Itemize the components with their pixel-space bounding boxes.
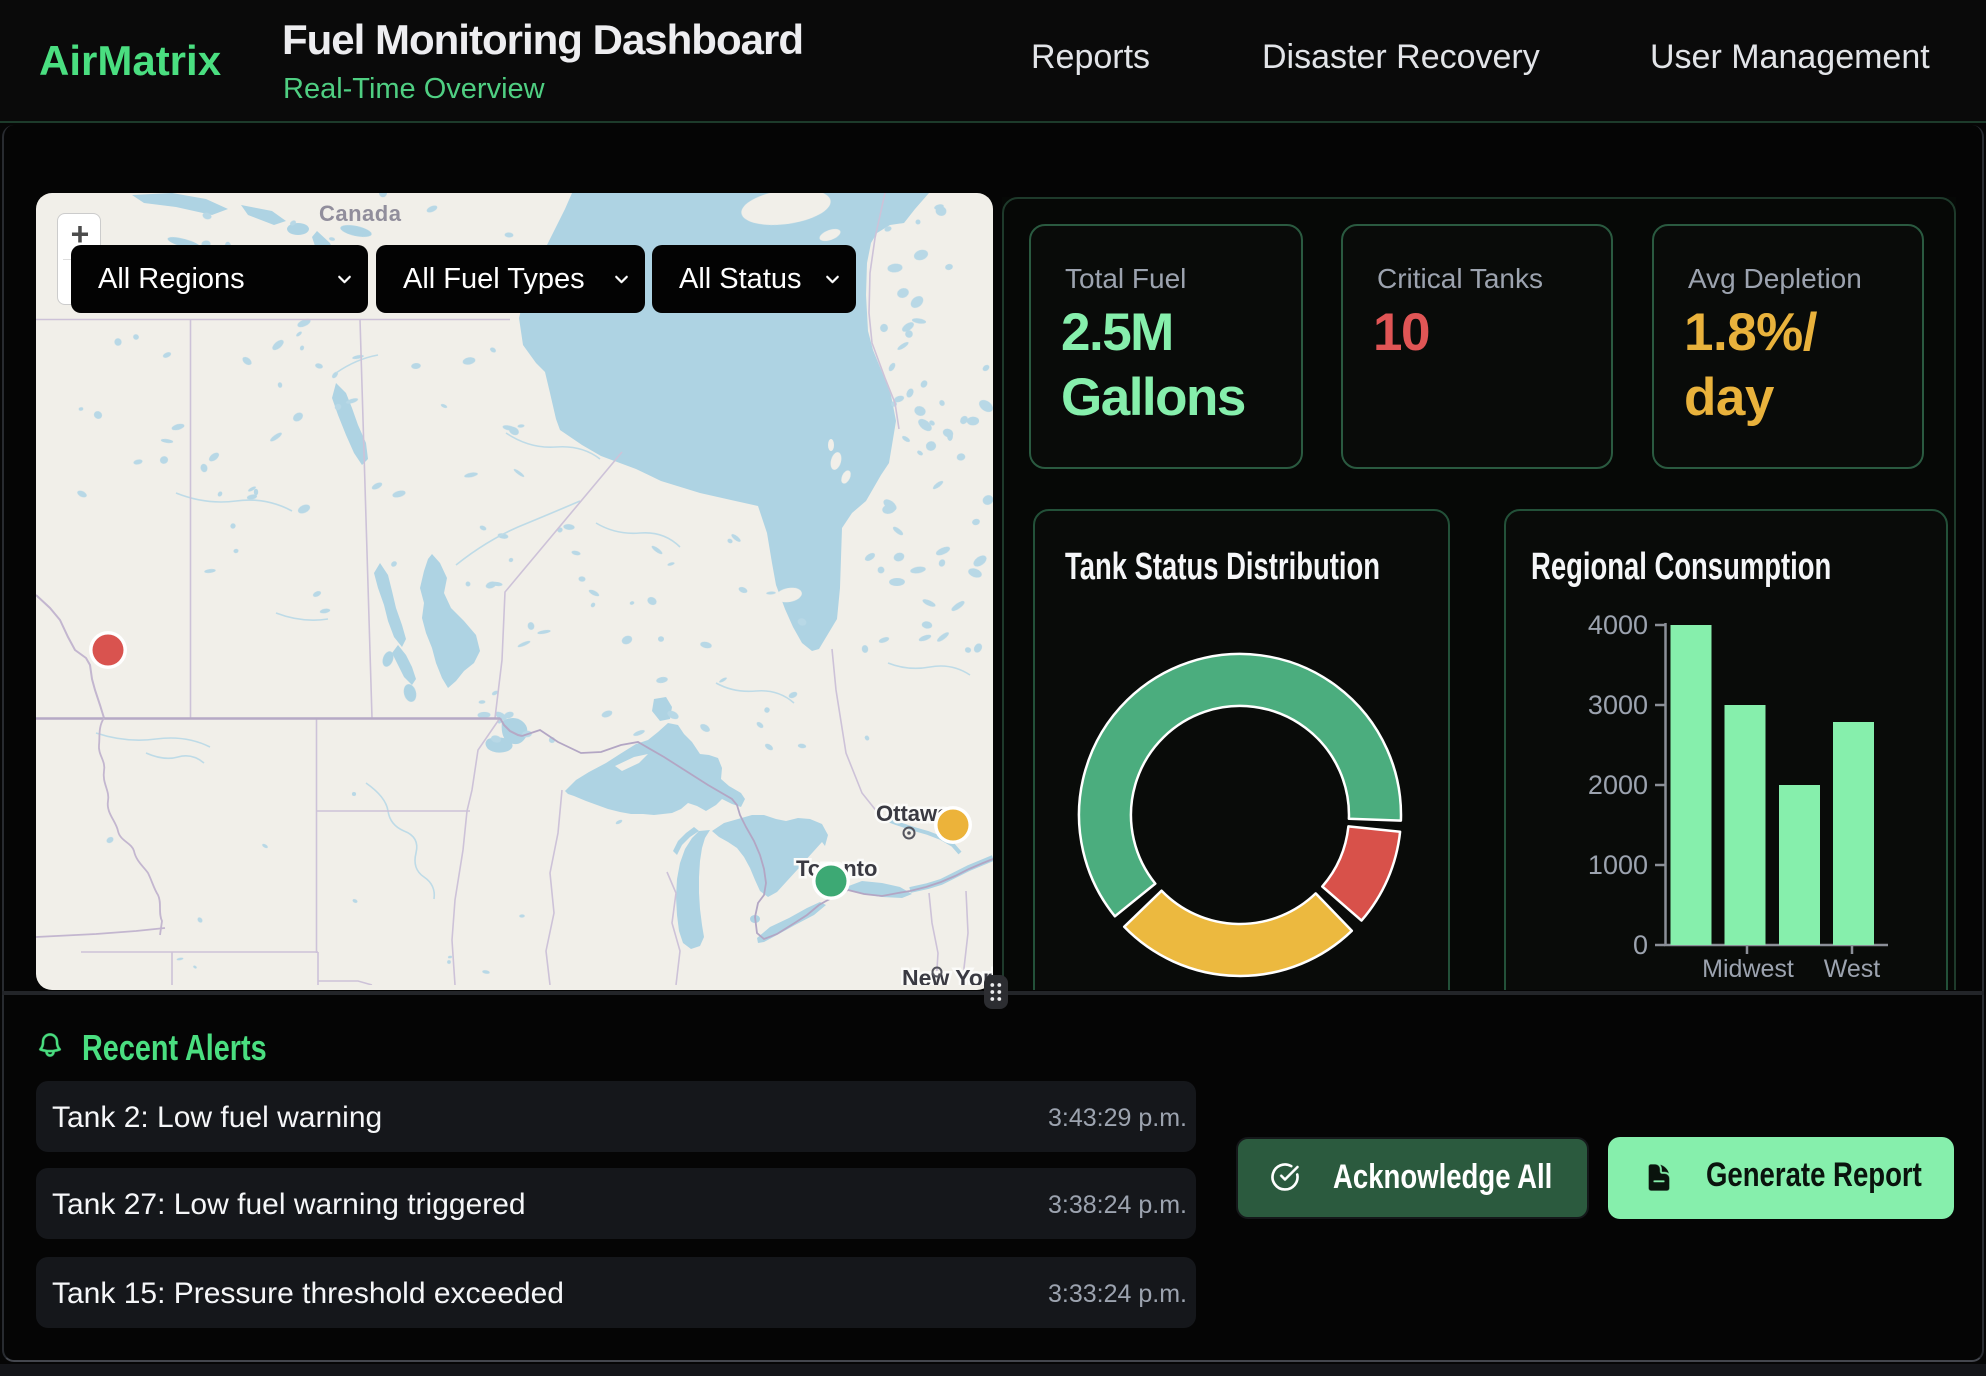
svg-text:1000: 1000 bbox=[1588, 850, 1648, 880]
svg-text:2000: 2000 bbox=[1588, 770, 1648, 800]
svg-text:4000: 4000 bbox=[1588, 610, 1648, 640]
svg-text:3000: 3000 bbox=[1588, 690, 1648, 720]
svg-text:0: 0 bbox=[1633, 930, 1648, 960]
svg-text:West: West bbox=[1824, 955, 1881, 983]
svg-text:Midwest: Midwest bbox=[1702, 955, 1794, 983]
svg-text:Canada: Canada bbox=[319, 201, 402, 226]
svg-text:New York: New York bbox=[902, 965, 993, 985]
